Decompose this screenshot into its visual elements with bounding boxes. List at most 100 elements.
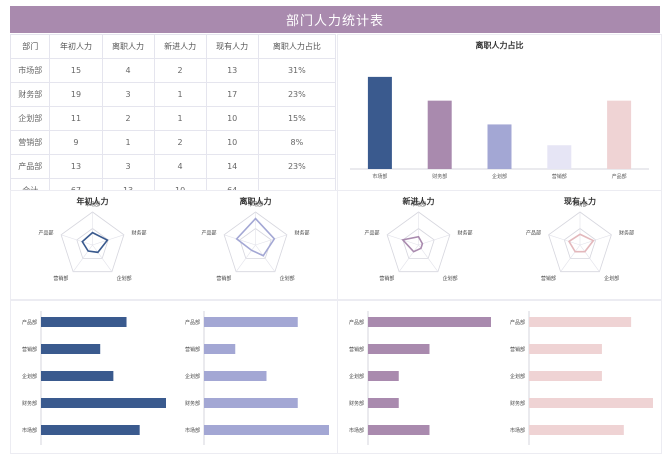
radar-axis-label: 市场部 (85, 201, 100, 208)
x-tick-label: 企划部 (492, 173, 507, 180)
bar (204, 425, 329, 435)
radar-axis-label: 市场部 (411, 201, 426, 208)
bar (427, 100, 452, 169)
stats-table: 部门 年初人力 离职人力 新进人力 现有人力 离职人力占比 市场部 15 4 2… (9, 34, 337, 203)
y-tick-label: 市场部 (510, 427, 525, 434)
radar-title: 现有人力 (564, 196, 596, 206)
radar-axis-label: 财务部 (131, 229, 146, 236)
radar-axis-label: 产品部 (526, 229, 541, 236)
column-header: 部门 (9, 34, 51, 59)
table-cell: 9 (49, 130, 103, 155)
table-cell: 19 (49, 82, 103, 107)
radar-spoke (579, 244, 600, 272)
radar-grid (76, 228, 109, 259)
radar-spoke (579, 234, 612, 246)
radar-axis-label: 营销部 (53, 275, 68, 282)
radar-axis-label: 营销部 (379, 275, 394, 282)
radar-grid (386, 211, 451, 273)
y-tick-label: 市场部 (22, 427, 37, 434)
table-cell: 13 (205, 58, 259, 83)
x-tick-label: 财务部 (432, 173, 447, 180)
radar-spoke (235, 244, 256, 272)
bar (367, 76, 392, 169)
table-cell: 13 (49, 154, 103, 179)
radar-spoke (224, 234, 256, 246)
radar-series (235, 217, 276, 257)
y-tick-label: 企划部 (22, 373, 37, 380)
table-row: 市场部 15 4 2 13 31% (9, 58, 337, 83)
radar-spoke (72, 244, 93, 272)
radar-axis-label: 财务部 (294, 229, 309, 236)
radar-title: 新进人力 (403, 196, 435, 206)
y-tick-label: 营销部 (185, 346, 200, 353)
column-header: 现有人力 (205, 34, 259, 59)
page-header: 部门人力统计表 (10, 6, 660, 33)
table-row: 产品部 13 3 4 14 23% (9, 154, 337, 179)
radar-axis-label: 营销部 (541, 275, 556, 282)
bar (368, 371, 399, 381)
y-tick-label: 财务部 (22, 400, 37, 407)
radar-axis-label: 财务部 (457, 229, 472, 236)
radar-spoke (255, 234, 287, 246)
table-cell: 15% (257, 106, 337, 131)
radar-spoke (418, 234, 450, 246)
page-title: 部门人力统计表 (285, 14, 384, 29)
y-tick-label: 企划部 (510, 373, 525, 380)
table-cell: 3 (101, 154, 155, 179)
bar (41, 344, 101, 354)
table-cell: 1 (101, 130, 155, 155)
radar-axis-label: 营销部 (216, 275, 231, 282)
radar-grid (402, 228, 435, 259)
y-tick-label: 市场部 (185, 427, 200, 434)
table-cell: 2 (101, 106, 155, 131)
chart-title: 离职人力占比 (476, 40, 524, 50)
y-tick-label: 产品部 (185, 319, 200, 326)
table-cell: 11 (49, 106, 103, 131)
table-header-row: 部门 年初人力 离职人力 新进人力 现有人力 离职人力占比 (9, 34, 337, 59)
bar (368, 344, 430, 354)
radar-axis-label: 产品部 (38, 229, 53, 236)
hbar-panel-left: 产品部 营销部 企划部 财务部 市场部 产品部 营销部 企划部 财务部 市场部 (10, 300, 338, 454)
table-cell: 2 (153, 130, 207, 155)
column-header: 新进人力 (153, 34, 207, 59)
radar-spoke (61, 234, 93, 246)
table-cell: 市场部 (9, 58, 51, 83)
table-cell: 23% (257, 154, 337, 179)
bar (529, 371, 602, 381)
turnover-ratio-chart-panel: 离职人力占比 市场部 财务部 企划部 营销部 产品部 (337, 34, 662, 191)
x-tick-label: 市场部 (372, 173, 387, 180)
radar-grid (60, 211, 125, 273)
bar (368, 398, 399, 408)
table-row: 营销部 9 1 2 10 8% (9, 130, 337, 155)
radar-spoke (560, 244, 581, 272)
radar-series (567, 233, 595, 253)
y-tick-label: 财务部 (510, 400, 525, 407)
table-cell: 14 (205, 154, 259, 179)
table-cell: 1 (153, 106, 207, 131)
bar (368, 317, 491, 327)
column-header: 年初人力 (49, 34, 103, 59)
radar-spoke (255, 244, 276, 272)
radar-title: 离职人力 (240, 196, 272, 206)
table-cell: 31% (257, 58, 337, 83)
y-tick-label: 营销部 (510, 346, 525, 353)
table-cell: 2 (153, 58, 207, 83)
bar (204, 344, 236, 354)
radar-axis-label: 市场部 (572, 201, 587, 208)
radar-axis-label: 产品部 (201, 229, 216, 236)
radar-axis-label: 产品部 (364, 229, 379, 236)
table-cell: 产品部 (9, 154, 51, 179)
table-cell: 3 (101, 82, 155, 107)
table-cell: 10 (205, 130, 259, 155)
y-tick-label: 财务部 (185, 400, 200, 407)
bar (487, 124, 512, 169)
radar-axis-label: 企划部 (280, 275, 295, 282)
bar (368, 425, 430, 435)
table-cell: 企划部 (9, 106, 51, 131)
